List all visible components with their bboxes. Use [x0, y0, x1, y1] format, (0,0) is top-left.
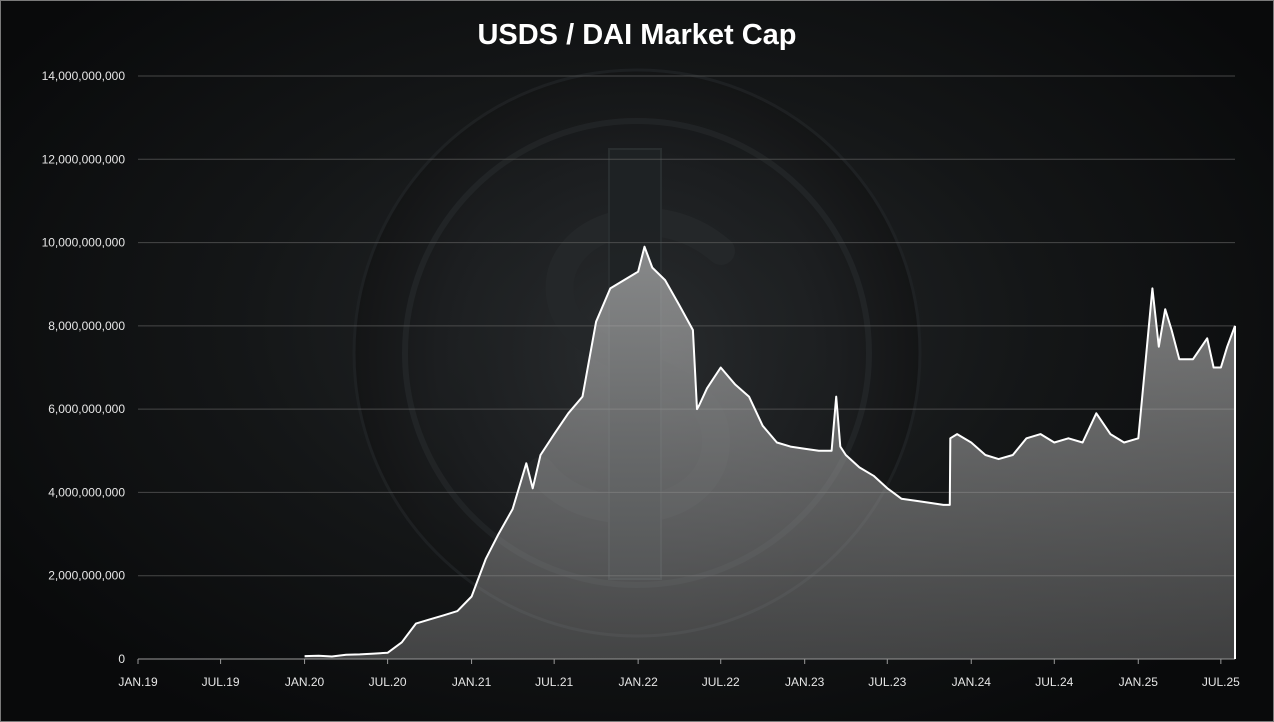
x-tick-label: JUL.23 [868, 675, 906, 689]
y-tick-label: 0 [118, 652, 125, 666]
x-tick-label: JAN.25 [1119, 675, 1159, 689]
series-line [304, 245, 1236, 658]
chart-title: USDS / DAI Market Cap [477, 19, 797, 51]
series-area [304, 246, 1236, 659]
plot-area [304, 245, 1236, 659]
x-tick-label: JUL.24 [1035, 675, 1073, 689]
x-tick-label: JAN.24 [952, 675, 992, 689]
x-tick-label: JUL.22 [702, 675, 740, 689]
x-tick-label: JAN.21 [452, 675, 492, 689]
x-tick-label: JAN.19 [118, 675, 158, 689]
y-axis: 0 2,000,000,000 4,000,000,000 6,000,000,000… [42, 69, 126, 666]
x-axis: JAN.19 JUL.19 JAN.20 JUL.20 JAN.21 JUL.21 JAN.… [118, 658, 1240, 689]
x-tick-label: JUL.19 [202, 675, 240, 689]
y-tick-label: 8,000,000,000 [48, 319, 125, 333]
x-tick-label: JUL.20 [369, 675, 407, 689]
x-tick-label: JAN.20 [285, 675, 325, 689]
y-tick-label: 2,000,000,000 [48, 569, 125, 583]
x-tick-label: JAN.22 [618, 675, 658, 689]
x-tick-label: JAN.23 [785, 675, 825, 689]
y-tick-label: 6,000,000,000 [48, 402, 125, 416]
y-tick-label: 12,000,000,000 [42, 152, 126, 166]
x-tick-label: JUL.25 [1202, 675, 1240, 689]
y-tick-label: 4,000,000,000 [48, 485, 125, 499]
x-tick-label: JUL.21 [535, 675, 573, 689]
y-tick-label: 10,000,000,000 [42, 236, 126, 250]
y-tick-label: 14,000,000,000 [42, 69, 126, 83]
